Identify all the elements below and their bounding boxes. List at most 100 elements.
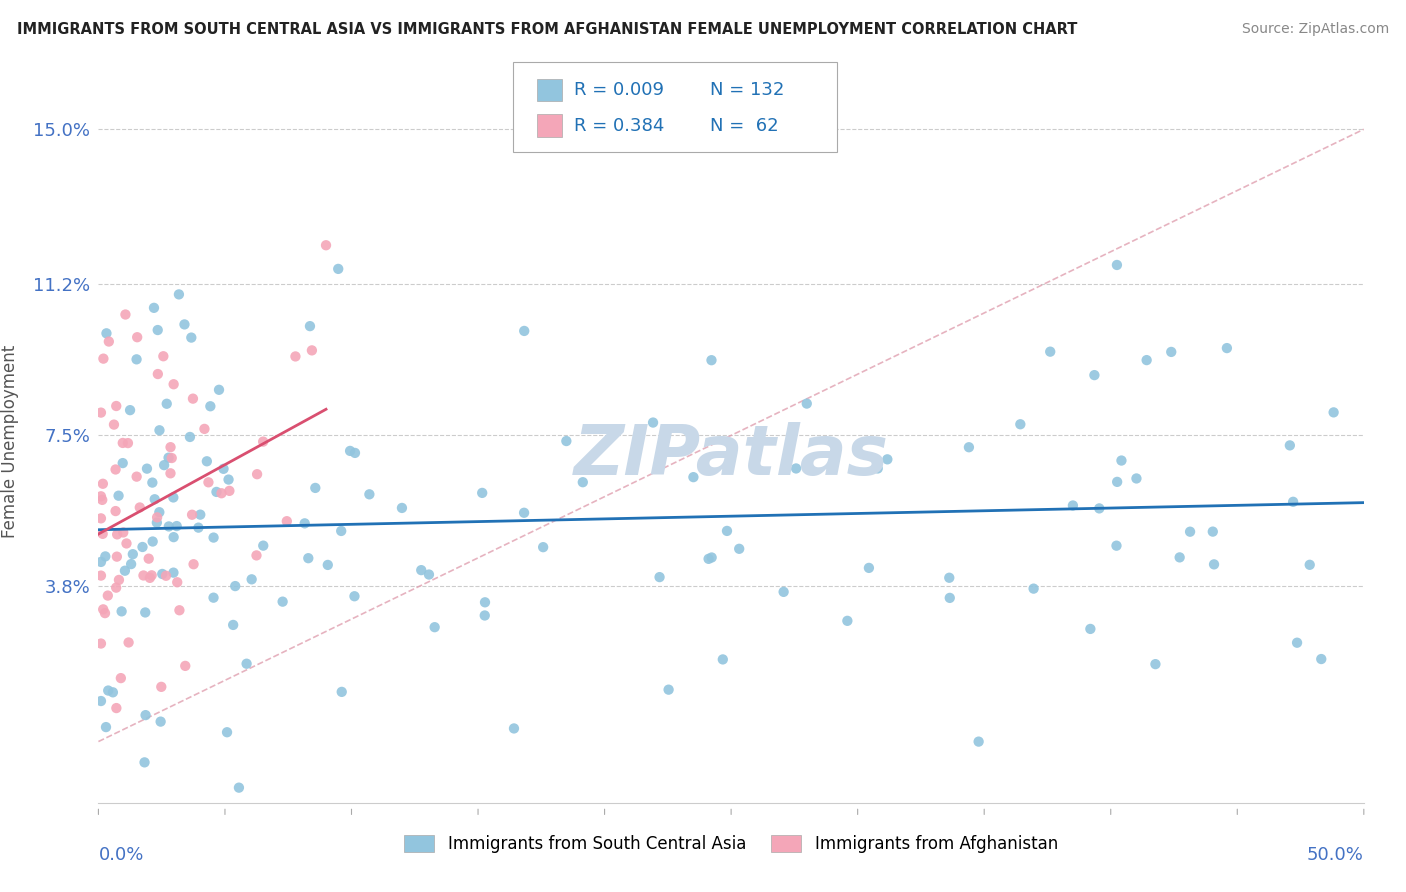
Point (97, 334, 120, 349)
Point (105, 399, 128, 413)
Point (202, 591, 225, 605)
Point (104, 462, 127, 476)
Point (179, 430, 201, 444)
Point (169, 603, 191, 617)
Point (294, 516, 316, 531)
Point (215, 725, 238, 739)
Point (150, 566, 173, 581)
Point (1105, 258, 1128, 272)
Point (202, 531, 225, 545)
Point (150, 680, 173, 694)
Point (1278, 438, 1301, 452)
Point (785, 461, 807, 475)
Point (155, 568, 177, 582)
Point (197, 475, 219, 490)
Point (120, 403, 142, 417)
Point (224, 579, 246, 593)
Point (141, 475, 163, 490)
Point (298, 319, 321, 334)
Point (876, 452, 898, 467)
Point (1286, 636, 1309, 650)
Point (1039, 344, 1062, 359)
Point (117, 635, 139, 649)
Point (143, 301, 166, 315)
Point (90, 555, 112, 569)
Point (339, 444, 361, 458)
Point (1088, 501, 1111, 516)
Legend: Immigrants from South Central Asia, Immigrants from Afghanistan: Immigrants from South Central Asia, Immi… (398, 828, 1064, 860)
Point (1310, 652, 1333, 666)
Point (531, 540, 554, 554)
Point (658, 682, 681, 697)
Point (423, 620, 446, 634)
Point (208, 383, 231, 397)
Point (156, 397, 179, 411)
Point (163, 377, 186, 392)
Point (1107, 475, 1129, 489)
Point (157, 519, 180, 533)
Point (91, 492, 114, 507)
Point (135, 708, 157, 723)
Text: 0.0%: 0.0% (98, 847, 143, 864)
Text: 50.0%: 50.0% (1308, 847, 1364, 864)
Point (115, 536, 138, 550)
Point (1010, 417, 1032, 432)
Point (94, 549, 117, 564)
Point (142, 534, 165, 549)
Point (1125, 471, 1147, 485)
Point (304, 481, 326, 495)
Point (218, 473, 240, 487)
Point (1105, 539, 1128, 553)
Point (697, 552, 720, 566)
Point (1202, 524, 1225, 539)
Point (188, 508, 211, 522)
Point (711, 652, 734, 666)
Point (1144, 657, 1167, 672)
Point (94, 606, 117, 620)
Point (503, 722, 526, 736)
Point (162, 566, 184, 580)
Point (938, 571, 960, 585)
Point (728, 541, 751, 556)
Point (107, 489, 129, 503)
Point (1080, 622, 1102, 636)
Point (134, 756, 156, 770)
Point (315, 238, 337, 252)
Point (131, 540, 153, 554)
Point (212, 462, 235, 476)
Point (235, 657, 257, 671)
Point (105, 527, 128, 541)
Point (1160, 345, 1182, 359)
Point (200, 399, 222, 413)
Point (218, 483, 240, 498)
Point (700, 550, 723, 565)
Point (245, 549, 267, 563)
Point (641, 416, 664, 430)
Point (134, 606, 156, 620)
Point (125, 352, 148, 367)
Point (105, 549, 128, 564)
Point (97, 683, 120, 698)
Point (271, 594, 294, 608)
Point (343, 589, 366, 603)
Point (143, 492, 166, 507)
Point (90, 511, 112, 525)
Point (359, 487, 381, 501)
Point (157, 450, 180, 465)
Point (127, 330, 149, 344)
Point (1202, 558, 1225, 572)
Point (700, 353, 723, 368)
Point (513, 324, 536, 338)
Point (180, 330, 202, 344)
Point (252, 434, 274, 449)
Point (94, 720, 117, 734)
Point (1168, 550, 1191, 565)
Point (111, 436, 134, 450)
Point (474, 595, 496, 609)
Point (1062, 499, 1084, 513)
Point (330, 524, 353, 538)
Text: R = 0.009: R = 0.009 (574, 81, 664, 99)
Point (90, 406, 112, 420)
Point (91, 526, 114, 541)
Point (1323, 405, 1346, 419)
